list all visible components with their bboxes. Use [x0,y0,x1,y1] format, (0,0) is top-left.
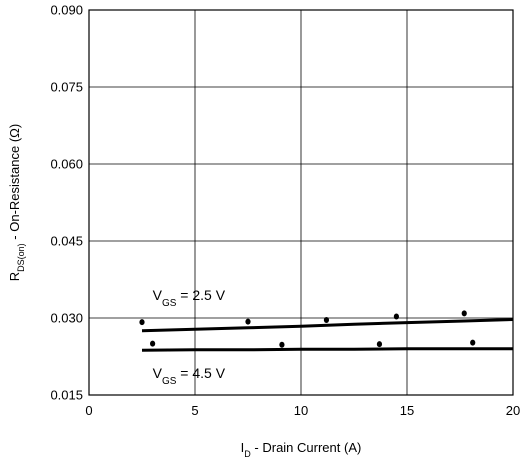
data-point [461,310,467,317]
data-point [150,340,156,347]
data-points [139,310,476,348]
series-label-1: VGS = 2.5 V [153,287,226,309]
y-tick-label: 0.045 [50,234,83,249]
series-lines [141,318,514,352]
x-tick-label: 5 [191,403,198,418]
x-tick-label: 15 [400,403,414,418]
y-tick-label: 0.075 [50,80,83,95]
series-annotations: VGS = 2.5 V VGS = 4.5 V [153,287,226,387]
plot-frame [88,9,514,396]
y-axis-ticks: 0.015 0.030 0.045 0.060 0.075 0.090 [50,3,83,403]
x-axis-label: ID - Drain Current (A) [241,440,362,459]
x-tick-label: 20 [506,403,520,418]
data-point [470,339,476,346]
data-point [139,319,145,326]
y-axis-label: RDS(on) - On-Resistance (Ω) [7,124,26,281]
x-axis-ticks: 0 5 10 15 20 [85,403,520,418]
data-point [245,318,251,325]
y-tick-label: 0.015 [50,388,83,403]
x-tick-label: 0 [85,403,92,418]
data-point [279,341,285,348]
data-point [376,341,383,348]
y-tick-label: 0.090 [50,3,83,18]
data-point [393,313,399,320]
y-tick-label: 0.030 [50,311,83,326]
series-label-2: VGS = 4.5 V [153,365,226,387]
x-tick-label: 10 [294,403,308,418]
grid [89,10,513,395]
series-line-2 [141,347,513,352]
data-point [323,317,330,324]
y-tick-label: 0.060 [50,157,83,172]
series-line-1 [141,318,514,333]
